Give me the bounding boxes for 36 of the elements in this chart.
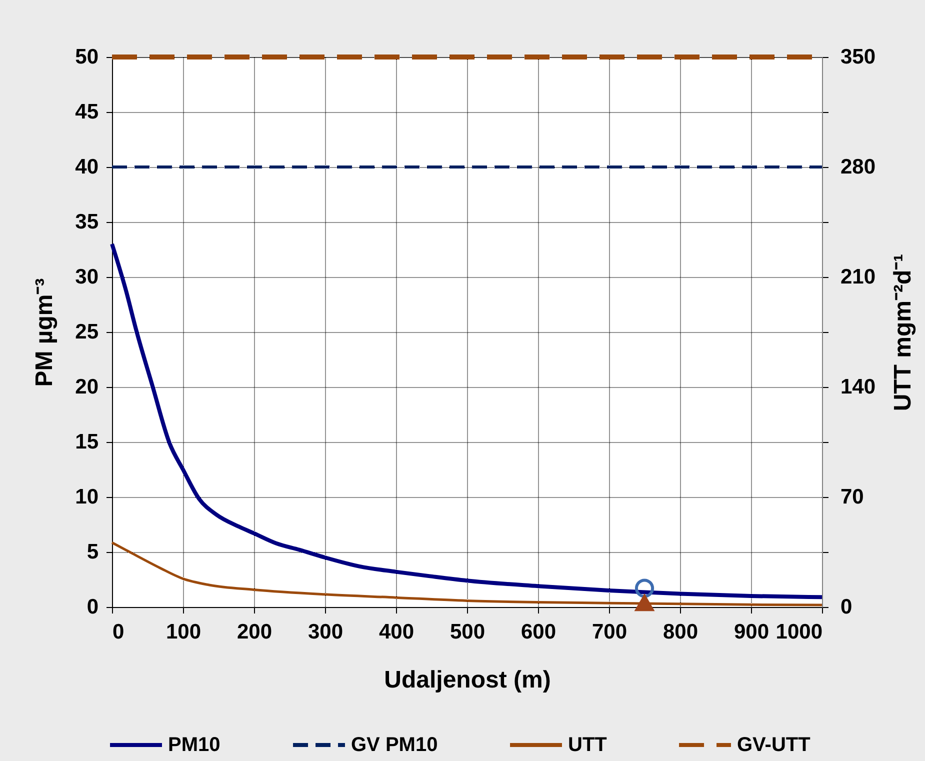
y-tick-label: 15 xyxy=(75,430,99,454)
x-tick-label: 100 xyxy=(166,620,202,644)
y-axis-title: PM µgm⁻³ xyxy=(31,278,58,387)
y2-tick-label: 350 xyxy=(840,46,876,68)
y-tick-label: 10 xyxy=(75,486,98,508)
y2-tick-label: 0 xyxy=(840,596,852,618)
y-tick-label: 20 xyxy=(75,376,98,398)
x-tick-label: 200 xyxy=(236,620,272,644)
x-tick-label: 900 xyxy=(734,620,770,644)
y-tick-label: 50 xyxy=(75,46,98,68)
legend-label: UTT xyxy=(568,734,607,756)
x-tick-label: 300 xyxy=(308,620,344,644)
x-tick-label: 600 xyxy=(520,620,556,644)
x-axis-title: Udaljenost (m) xyxy=(384,666,551,694)
y-tick-label: 25 xyxy=(75,320,99,344)
y-tick-label: 35 xyxy=(75,210,99,234)
x-tick-label: 400 xyxy=(378,620,414,644)
y-tick-label: 5 xyxy=(86,540,99,564)
y2-tick-label: 140 xyxy=(840,376,876,398)
x-tick-label: 0 xyxy=(112,620,124,644)
line-series xyxy=(110,242,824,600)
y2-tick-label: 280 xyxy=(840,156,876,178)
x-tick-label: 700 xyxy=(592,620,628,644)
y2-axis-title: UTT mgm⁻²d⁻¹ xyxy=(890,254,917,412)
legend-label: GV PM10 xyxy=(351,734,438,756)
x-tick-label: 1000 xyxy=(776,620,822,644)
y-tick-label: 40 xyxy=(75,156,98,178)
y2-tick-label: 70 xyxy=(840,486,864,508)
x-tick-label: 500 xyxy=(450,620,486,644)
y2-tick-label: 210 xyxy=(840,266,876,288)
y-tick-label: 0 xyxy=(86,596,98,618)
legend-label: GV-UTT xyxy=(737,734,810,756)
legend-label: PM10 xyxy=(168,734,220,756)
x-tick-label: 800 xyxy=(662,620,698,644)
y-tick-label: 30 xyxy=(75,266,98,288)
y-tick-label: 45 xyxy=(75,100,99,124)
